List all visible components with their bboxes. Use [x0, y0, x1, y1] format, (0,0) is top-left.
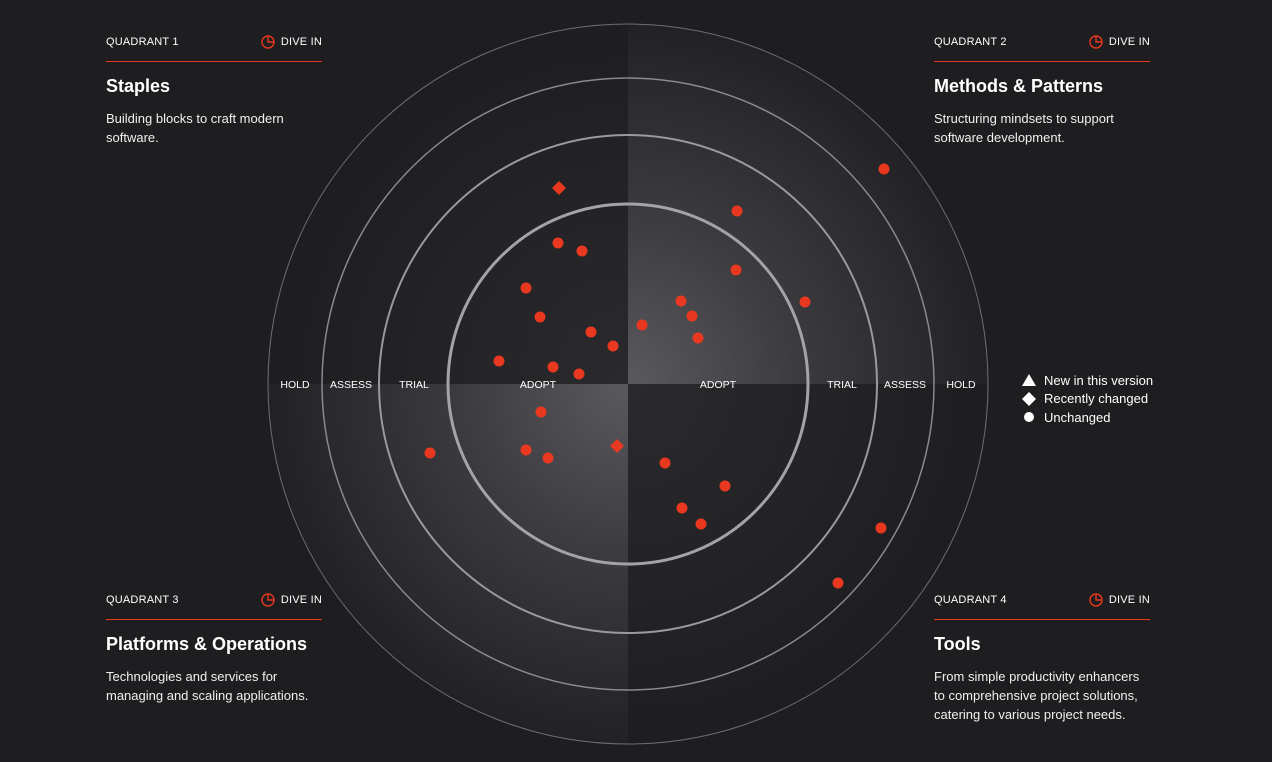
triangle-icon: [1022, 374, 1036, 387]
dive-in-label: DIVE IN: [280, 36, 322, 48]
quadrant-1-title: Staples: [106, 76, 171, 96]
ring-label-trial: TRIAL: [827, 379, 857, 391]
blip-q4-hold[interactable]: [875, 522, 887, 534]
quadrant-4-title: Tools: [934, 634, 981, 654]
ring-label-assess: ASSESS: [884, 379, 926, 391]
blip-q2-adopt[interactable]: [692, 332, 704, 344]
pie-chart-icon: [261, 593, 275, 607]
quadrant-3-header: QUADRANT 3 DIVE IN: [106, 593, 322, 620]
legend-label: Unchanged: [1044, 409, 1111, 425]
blip-q2-adopt[interactable]: [730, 264, 742, 276]
pie-chart-icon: [261, 35, 275, 49]
blip-q3-adopt[interactable]: [520, 444, 532, 456]
legend-label: New in this version: [1044, 372, 1154, 388]
quadrant-4-panel: QUADRANT 4 DIVE IN Tools From simple pro…: [934, 593, 1150, 724]
blip-q2-adopt[interactable]: [675, 295, 687, 307]
blip-q2-hold[interactable]: [878, 163, 890, 175]
ring-label-adopt: ADOPT: [700, 379, 737, 391]
quadrant-2-title: Methods & Patterns: [934, 76, 1104, 96]
dive-in-label: DIVE IN: [1108, 594, 1150, 606]
blip-q4-assess[interactable]: [832, 577, 844, 589]
blip-q2-trial[interactable]: [731, 205, 743, 217]
blip-q2-trial[interactable]: [799, 296, 811, 308]
quadrant-1-number: QUADRANT 1: [106, 36, 179, 48]
blip-q4-adopt[interactable]: [719, 480, 731, 492]
blip-q2-adopt[interactable]: [636, 319, 648, 331]
quadrant-3-area: [268, 384, 628, 744]
blip-q1-adopt[interactable]: [576, 245, 588, 257]
quadrant-3-dive-in-button[interactable]: DIVE IN: [261, 593, 322, 607]
blip-q1-adopt[interactable]: [534, 311, 546, 323]
blip-q2-adopt[interactable]: [686, 310, 698, 322]
ring-label-trial: TRIAL: [399, 379, 429, 391]
quadrant-2-number: QUADRANT 2: [934, 36, 1007, 48]
blip-q4-adopt[interactable]: [695, 518, 707, 530]
blip-q1-adopt[interactable]: [547, 361, 559, 373]
blip-q1-adopt[interactable]: [493, 355, 505, 367]
blip-q1-adopt[interactable]: [520, 282, 532, 294]
quadrant-1-panel: QUADRANT 1 DIVE IN Staples Building bloc…: [106, 35, 322, 147]
quadrant-1-header: QUADRANT 1 DIVE IN: [106, 35, 322, 62]
ring-label-assess: ASSESS: [330, 379, 372, 391]
quadrant-4-number: QUADRANT 4: [934, 594, 1007, 606]
ring-adopt: [446, 202, 810, 566]
blip-q3-adopt[interactable]: [535, 406, 547, 418]
quadrant-4-header: QUADRANT 4 DIVE IN: [934, 593, 1150, 620]
legend-item-new: New in this version: [1022, 371, 1153, 390]
blip-q3-adopt[interactable]: [610, 439, 624, 453]
blip-q1-adopt[interactable]: [573, 368, 585, 380]
quadrant-4-dive-in-button[interactable]: DIVE IN: [1089, 593, 1150, 607]
quadrant-3-number: QUADRANT 3: [106, 594, 179, 606]
ring-label-adopt: ADOPT: [520, 379, 557, 391]
quadrant-1-description: Building blocks to craft modern software…: [106, 111, 284, 145]
ring-trial: [378, 134, 878, 634]
legend-item-unchanged: Unchanged: [1022, 408, 1153, 427]
blip-q1-adopt[interactable]: [552, 237, 564, 249]
quadrant-3-title: Platforms & Operations: [106, 634, 308, 654]
blip-q1-adopt[interactable]: [607, 340, 619, 352]
quadrant-1-dive-in-button[interactable]: DIVE IN: [261, 35, 322, 49]
dive-in-label: DIVE IN: [280, 594, 322, 606]
quadrant-2-panel: QUADRANT 2 DIVE IN Methods & Patterns St…: [934, 35, 1150, 147]
blip-q4-adopt[interactable]: [676, 502, 688, 514]
legend: New in this version Recently changed Unc…: [1022, 371, 1153, 427]
ring-hold: [267, 23, 989, 745]
legend-item-changed: Recently changed: [1022, 390, 1153, 409]
dive-in-label: DIVE IN: [1108, 36, 1150, 48]
blip-q3-adopt[interactable]: [542, 452, 554, 464]
ring-label-hold: HOLD: [946, 379, 976, 391]
blip-q1-adopt[interactable]: [585, 326, 597, 338]
ring-label-hold: HOLD: [280, 379, 310, 391]
quadrant-3-panel: QUADRANT 3 DIVE IN Platforms & Operation…: [106, 593, 322, 705]
quadrant-2-dive-in-button[interactable]: DIVE IN: [1089, 35, 1150, 49]
blip-q3-trial[interactable]: [424, 447, 436, 459]
ring-assess: [321, 77, 935, 691]
quadrant-3-description: Technologies and services for managing a…: [106, 669, 309, 703]
pie-chart-icon: [1089, 593, 1103, 607]
quadrant-2-header: QUADRANT 2 DIVE IN: [934, 35, 1150, 62]
legend-label: Recently changed: [1044, 391, 1149, 407]
diamond-icon: [1022, 391, 1036, 406]
quadrant-1-area: [268, 24, 628, 384]
blip-q1-trial[interactable]: [552, 181, 566, 195]
quadrant-4-description: From simple productivity enhancers to co…: [934, 669, 1140, 722]
circle-icon: [1024, 412, 1034, 423]
blip-q4-adopt[interactable]: [659, 457, 671, 469]
pie-chart-icon: [1089, 35, 1103, 49]
quadrant-2-description: Structuring mindsets to support software…: [934, 111, 1114, 145]
